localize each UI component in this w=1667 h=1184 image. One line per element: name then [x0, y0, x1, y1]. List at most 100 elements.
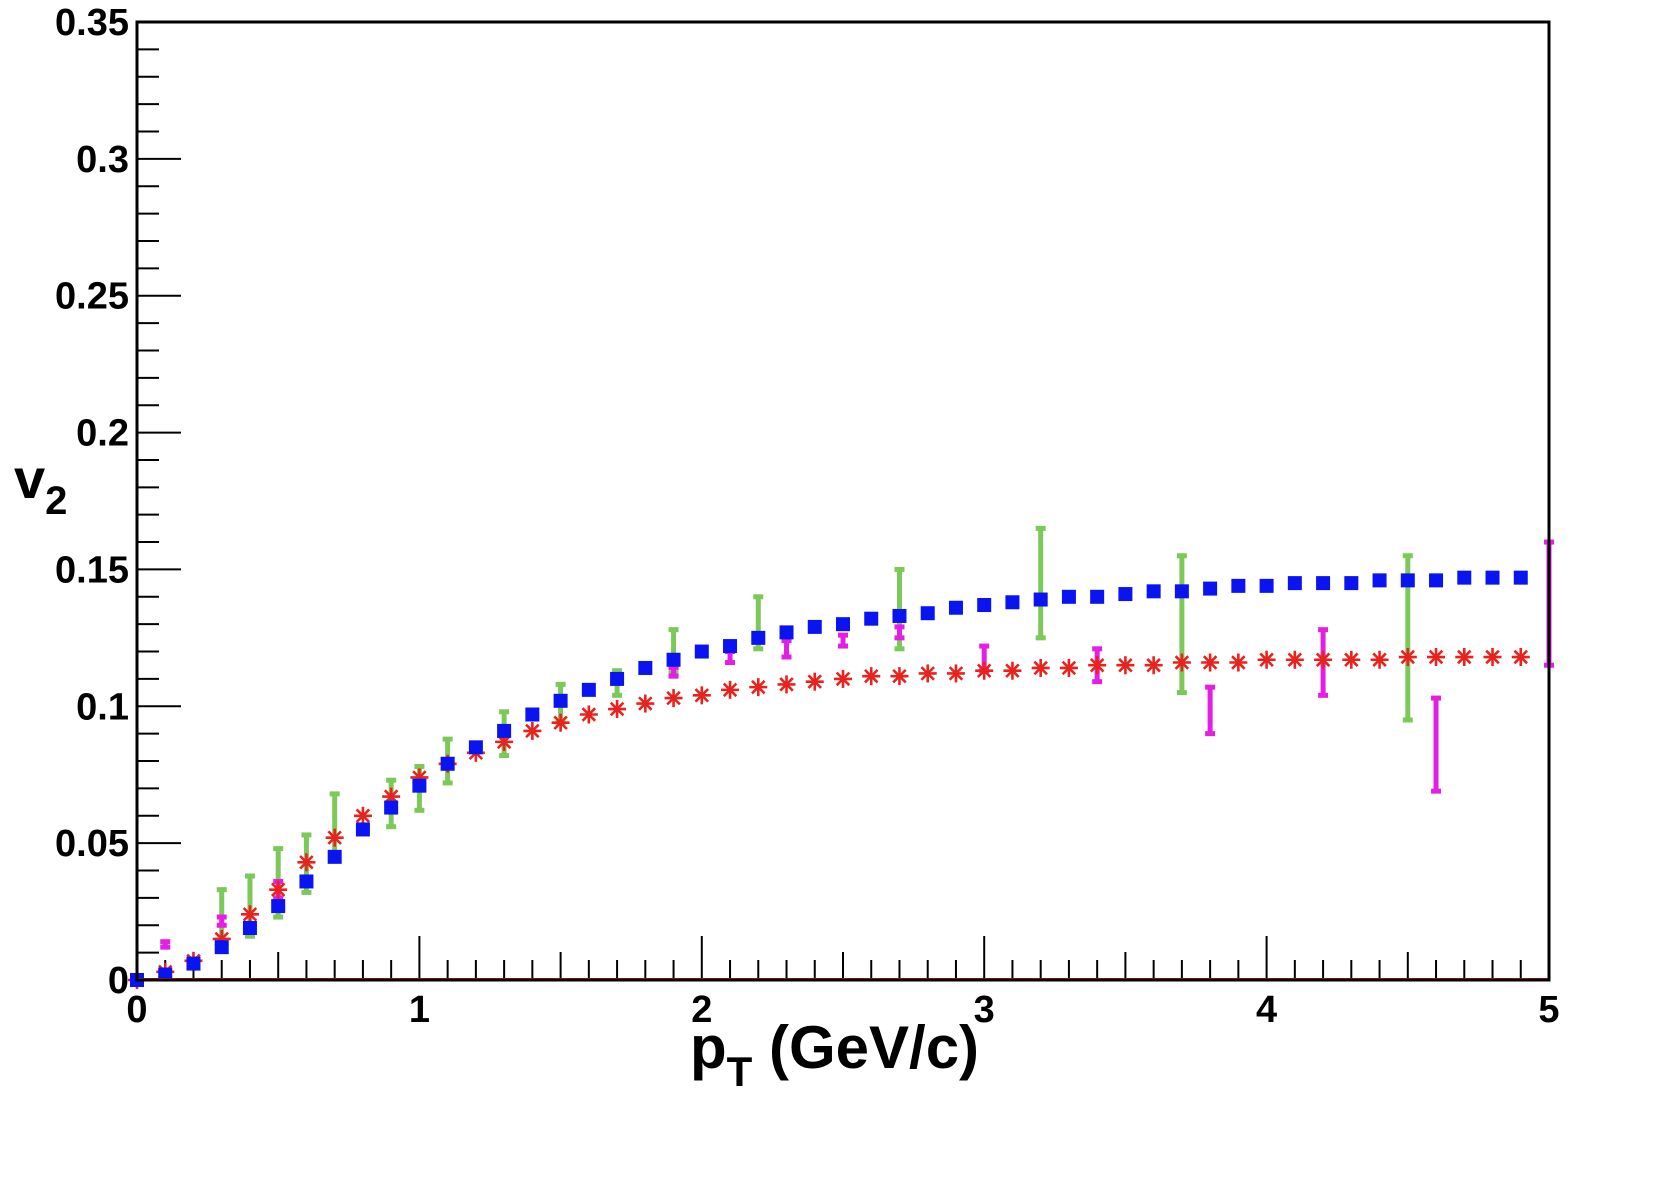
y-tick-label: 0.25 [55, 276, 129, 318]
red-stars-point [918, 664, 937, 683]
y-tick-label: 0.15 [55, 549, 129, 591]
red-stars-point [1116, 656, 1135, 675]
red-stars-point-stroke [948, 666, 964, 681]
red-stars-point-stroke [1118, 658, 1133, 673]
red-stars-point-stroke [242, 907, 258, 922]
y-axis-title: v2 [14, 447, 67, 523]
blue-squares-point [186, 956, 201, 971]
red-stars-point-stroke [666, 690, 681, 706]
blue-squares-point [948, 600, 963, 615]
blue-squares-point [638, 660, 653, 675]
red-stars-point-stroke [1315, 652, 1331, 667]
red-stars-point-stroke [864, 668, 879, 684]
red-stars-point-stroke [1428, 649, 1444, 665]
blue-squares-point [1090, 589, 1105, 604]
blue-squares-point [1118, 587, 1133, 602]
blue-squares-point [468, 740, 483, 755]
red-stars-point [1201, 653, 1220, 672]
red-stars-point-stroke [1259, 652, 1274, 667]
x-axis-title-main: p [690, 1014, 727, 1081]
red-stars-point [777, 675, 796, 694]
red-stars-point [692, 686, 711, 705]
red-stars-point [579, 705, 598, 724]
magenta-error-bars-bar [668, 665, 679, 679]
blue-squares-point [384, 800, 399, 815]
red-stars-point-stroke [1485, 649, 1500, 665]
red-stars-point [1285, 650, 1304, 669]
magenta-error-bars-bar [894, 624, 905, 641]
blue-squares-point [864, 611, 879, 626]
magenta-error-bars-bar [216, 914, 227, 928]
red-stars-point [1427, 648, 1446, 667]
blue-squares-point [892, 608, 907, 623]
red-stars-point [523, 721, 542, 740]
blue-squares-point [1344, 576, 1359, 591]
x-tick-label: 0 [126, 989, 147, 1031]
red-stars-point-stroke [1231, 655, 1246, 670]
magenta-error-bars-bar [781, 638, 792, 660]
red-stars-point-stroke [1033, 660, 1048, 676]
red-stars-point-stroke [1146, 658, 1161, 673]
y-tick-label: 0.35 [55, 2, 129, 44]
blue-squares-point [1400, 573, 1415, 588]
blue-squares-point [553, 693, 568, 708]
blue-squares-point [214, 940, 229, 955]
x-tick-label: 3 [974, 989, 995, 1031]
blue-squares-point [1174, 584, 1189, 599]
red-stars-point-stroke [327, 830, 342, 845]
blue-squares-point [1061, 589, 1076, 604]
x-axis-title: pT (GeV/c) [690, 1014, 979, 1095]
blue-squares-point [1316, 576, 1331, 591]
blue-squares-point [525, 707, 540, 722]
blue-squares-point [1146, 584, 1161, 599]
green-error-bars-bar [1035, 525, 1046, 641]
green-error-bars-bar [329, 791, 340, 860]
red-stars-point-stroke [807, 674, 822, 689]
red-stars-point [297, 853, 316, 872]
red-stars-point-stroke [299, 855, 314, 870]
red-stars-point-stroke [722, 682, 738, 698]
red-stars-point [1370, 650, 1389, 669]
red-stars-point [1172, 653, 1191, 672]
x-tick-label: 1 [409, 989, 430, 1031]
red-stars-point [636, 694, 655, 713]
red-stars-point [608, 700, 627, 719]
blue-squares-point [271, 899, 286, 914]
red-stars-point-stroke [270, 882, 286, 897]
red-stars-point [353, 806, 372, 825]
x-tick-label: 4 [1256, 989, 1277, 1031]
magenta-error-bars-bar [1205, 684, 1216, 737]
red-stars-point-stroke [1287, 652, 1303, 667]
blue-squares-point [1005, 595, 1020, 610]
blue-squares-point [440, 756, 455, 771]
blue-squares-point [1485, 570, 1500, 585]
red-stars-point [805, 672, 824, 691]
red-stars-point-stroke [920, 666, 935, 681]
blue-squares-point [779, 625, 794, 640]
red-stars-point-stroke [835, 671, 851, 687]
red-stars-point-stroke [1372, 652, 1387, 667]
red-stars-point [946, 664, 965, 683]
magenta-error-bars-bar [838, 632, 848, 649]
red-stars-point [240, 905, 259, 924]
blue-squares-point [610, 671, 625, 686]
axis-ticks [136, 21, 1550, 981]
magenta-error-bars-bar [1431, 695, 1442, 794]
blue-squares-point [497, 723, 512, 738]
red-stars-point [721, 680, 740, 699]
red-stars-point-stroke [1202, 655, 1218, 670]
red-stars-point [1229, 653, 1248, 672]
red-stars-point-stroke [892, 668, 907, 684]
y-tick-label: 0.05 [55, 823, 129, 865]
blue-squares-point [1372, 573, 1387, 588]
red-stars-point-stroke [694, 688, 710, 703]
x-axis-title-sub: T [727, 1048, 753, 1095]
red-stars-point [1144, 656, 1163, 675]
red-stars-point [1398, 648, 1417, 667]
blue-squares-point [1203, 581, 1218, 596]
blue-squares-point [751, 630, 766, 645]
red-stars-point-stroke [1513, 649, 1528, 665]
blue-squares-point [581, 682, 596, 697]
red-stars-point [749, 678, 768, 697]
